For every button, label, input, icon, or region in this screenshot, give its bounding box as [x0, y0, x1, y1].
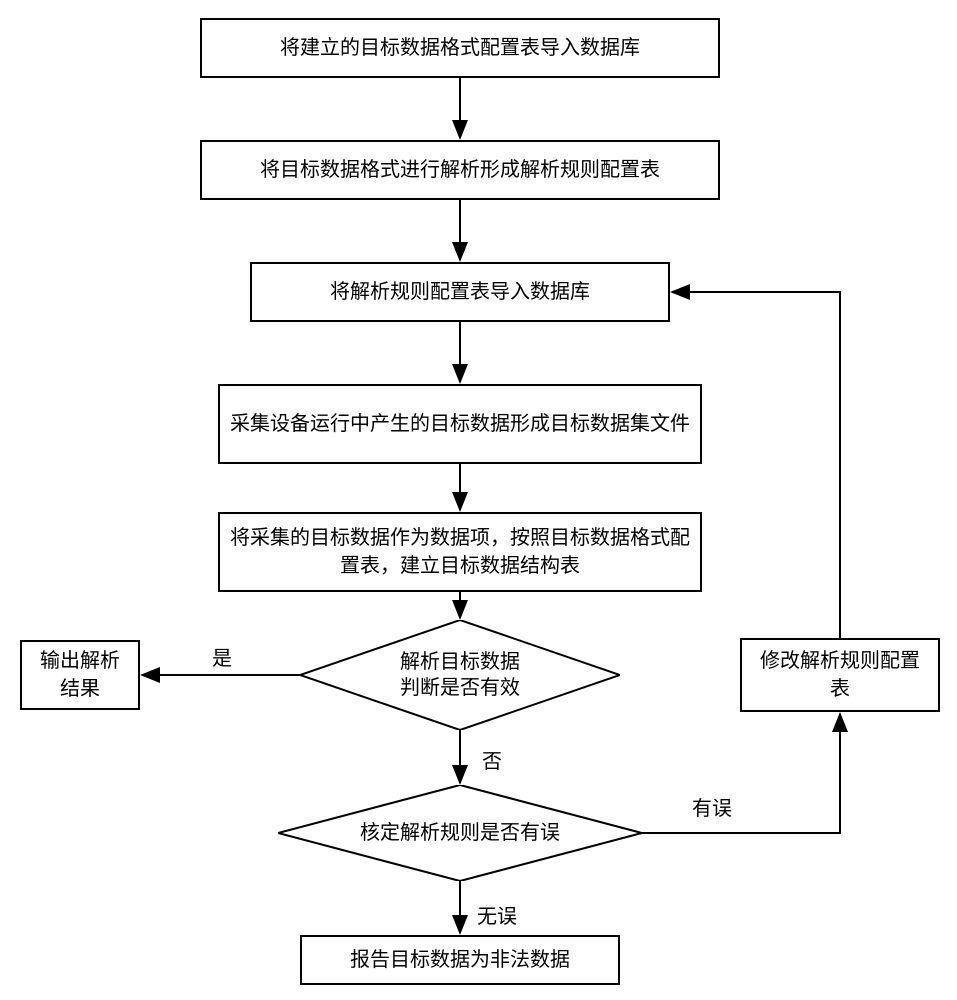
- flowchart-canvas: 将建立的目标数据格式配置表导入数据库 将目标数据格式进行解析形成解析规则配置表 …: [0, 0, 957, 1000]
- process-modify-rule-table: 修改解析规则配置表: [740, 638, 940, 712]
- edge-label-yes: 是: [210, 642, 234, 671]
- process-import-rule-table: 将解析规则配置表导入数据库: [250, 262, 670, 322]
- process-report-illegal: 报告目标数据为非法数据: [300, 935, 620, 985]
- node-label: 将解析规则配置表导入数据库: [330, 278, 590, 306]
- edge-label-error: 有误: [690, 792, 734, 821]
- node-label: 输出解析结果: [32, 647, 128, 703]
- node-label: 报告目标数据为非法数据: [350, 946, 570, 974]
- decision-parse-valid: 解析目标数据 判断是否有效: [300, 620, 620, 730]
- edge-label-no: 否: [480, 745, 504, 774]
- node-label: 将建立的目标数据格式配置表导入数据库: [280, 34, 640, 62]
- process-build-structure-table: 将采集的目标数据作为数据项，按照目标数据格式配置表，建立目标数据结构表: [218, 512, 702, 592]
- node-label: 修改解析规则配置表: [752, 647, 928, 703]
- node-label: 解析目标数据 判断是否有效: [400, 649, 520, 701]
- node-label: 将目标数据格式进行解析形成解析规则配置表: [260, 156, 660, 184]
- process-parse-format: 将目标数据格式进行解析形成解析规则配置表: [200, 140, 720, 200]
- node-label: 将采集的目标数据作为数据项，按照目标数据格式配置表，建立目标数据结构表: [230, 524, 690, 580]
- process-import-format-table: 将建立的目标数据格式配置表导入数据库: [200, 18, 720, 78]
- decision-rule-error: 核定解析规则是否有误: [278, 785, 642, 881]
- process-output-result: 输出解析结果: [20, 640, 140, 710]
- process-collect-data: 采集设备运行中产生的目标数据形成目标数据集文件: [218, 384, 702, 464]
- edge-label-correct: 无误: [475, 900, 519, 929]
- node-label: 采集设备运行中产生的目标数据形成目标数据集文件: [230, 410, 690, 438]
- node-label: 核定解析规则是否有误: [360, 820, 560, 846]
